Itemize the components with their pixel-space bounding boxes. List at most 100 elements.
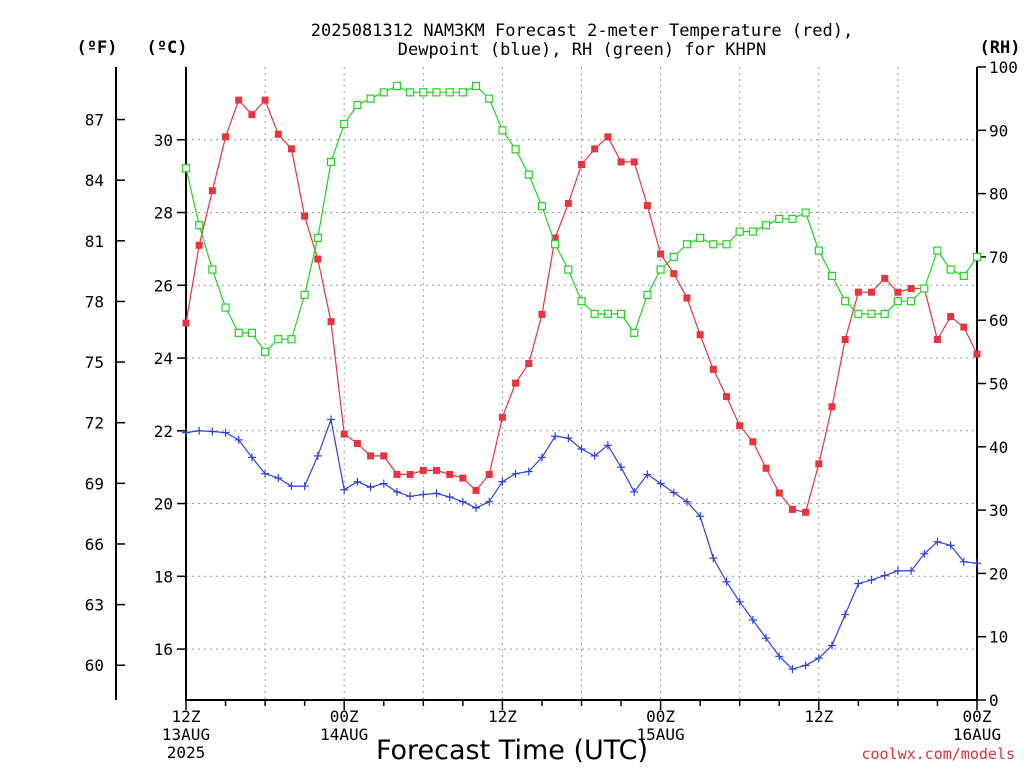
2-meter-temperature-point	[617, 158, 625, 166]
rh-point	[893, 297, 903, 306]
dewpoint-point	[234, 435, 243, 444]
rh-point	[696, 233, 705, 243]
fahrenheit-tick-label: 66	[85, 535, 104, 554]
x-tick-label: 00Z	[646, 707, 675, 726]
rh-point	[234, 328, 243, 337]
2-meter-temperature-point	[446, 470, 454, 478]
2-meter-temperature-point	[538, 310, 546, 318]
dewpoint-point	[524, 467, 533, 476]
dewpoint-point	[537, 453, 546, 462]
2-meter-temperature-point	[683, 294, 691, 302]
2-meter-temperature-point	[578, 160, 585, 168]
2-meter-temperature-point	[340, 430, 348, 438]
dewpoint-point	[485, 497, 494, 506]
2-meter-temperature-point	[762, 464, 770, 472]
x-tick-label: 12Z	[172, 707, 201, 726]
rh-point	[801, 208, 810, 217]
rh-unit-label: (RH)	[980, 38, 1021, 58]
rh-point	[709, 240, 718, 249]
rh-point	[656, 265, 665, 274]
rh-point	[630, 328, 639, 337]
2-meter-temperature-point	[551, 234, 559, 242]
2-meter-temperature-point	[894, 288, 902, 296]
dewpoint-point	[682, 497, 691, 506]
rh-point	[300, 290, 309, 299]
dewpoint-point	[327, 415, 336, 424]
rh-point	[221, 303, 230, 312]
dewpoint-point	[287, 482, 296, 491]
dewpoint-point	[353, 477, 362, 486]
rh-point	[326, 157, 336, 167]
dewpoint-point	[973, 559, 981, 568]
rh-point	[814, 246, 823, 255]
dewpoint-point	[801, 661, 810, 670]
dewpoint-point	[893, 566, 902, 575]
2-meter-temperature-point	[195, 241, 203, 249]
2-meter-temperature-point	[802, 508, 810, 516]
rh-point	[287, 335, 296, 344]
chart-title-line-1: 2025081312 NAM3KM Forecast 2-meter Tempe…	[311, 21, 853, 41]
dewpoint-point	[735, 597, 744, 606]
celsius-unit-label: (ºC)	[147, 38, 188, 58]
2-meter-temperature-point	[525, 359, 533, 367]
x-tick-label: 00Z	[963, 707, 992, 726]
2-meter-temperature-point	[419, 466, 427, 474]
dewpoint-point	[590, 451, 599, 460]
rh-tick-label: 40	[989, 438, 1008, 457]
x-axis-label: Forecast Time (UTC)	[376, 735, 648, 766]
2-meter-temperature-point	[709, 365, 717, 373]
dewpoint-point	[814, 654, 823, 663]
x-tick-label: 12Z	[804, 707, 833, 726]
rh-tick-label: 0	[989, 691, 999, 710]
rh-point	[432, 88, 441, 97]
2-meter-temperature-point	[459, 474, 467, 482]
dewpoint-point	[946, 541, 955, 550]
2-meter-temperature-point	[657, 250, 665, 258]
2-meter-temperature-point	[314, 255, 322, 263]
rh-point	[406, 88, 415, 97]
rh-point	[261, 347, 270, 356]
rh-point	[208, 265, 217, 274]
fahrenheit-unit-label: (ºF)	[77, 38, 118, 58]
dewpoint-point	[313, 451, 322, 460]
rh-point	[920, 284, 929, 293]
dewpoint-point	[274, 474, 283, 483]
x-tick-label: 2025	[167, 743, 206, 762]
celsius-tick-label: 24	[154, 349, 173, 368]
rh-point	[906, 297, 916, 306]
2-meter-temperature-point	[274, 130, 282, 138]
dewpoint-point	[432, 489, 441, 498]
2-meter-temperature-point	[301, 212, 309, 220]
2-meter-temperature-point	[235, 96, 243, 104]
2-meter-temperature-point	[670, 270, 678, 278]
2-meter-temperature-point	[749, 438, 757, 446]
dewpoint-point	[577, 444, 586, 453]
rh-point	[643, 290, 652, 299]
2-meter-temperature-point	[775, 489, 783, 497]
rh-point	[524, 170, 533, 179]
rh-point	[775, 214, 784, 224]
2-meter-temperature-point	[327, 318, 335, 326]
dewpoint-point	[379, 479, 388, 488]
2-meter-temperature-point	[736, 422, 744, 430]
dewpoint-point	[603, 441, 612, 450]
rh-point	[353, 100, 362, 110]
2-meter-temperature-point	[182, 319, 190, 327]
rh-point	[458, 88, 467, 97]
rh-point	[195, 221, 204, 230]
rh-point	[274, 335, 283, 344]
x-tick-label: 14AUG	[320, 725, 368, 744]
dewpoint-point	[827, 641, 836, 650]
rh-point	[722, 240, 731, 249]
2-meter-temperature-point	[591, 145, 599, 153]
fahrenheit-tick-label: 84	[85, 171, 104, 190]
2-meter-temperature-point	[868, 288, 876, 296]
2-meter-temperature-point	[380, 452, 388, 460]
2-meter-temperature-point	[208, 187, 216, 195]
2-meter-temperature-point	[604, 133, 612, 141]
2-meter-temperature-point	[815, 460, 823, 468]
rh-point	[551, 240, 560, 249]
rh-point	[735, 227, 744, 236]
dewpoint-point	[261, 469, 270, 478]
celsius-tick-label: 26	[154, 276, 173, 295]
